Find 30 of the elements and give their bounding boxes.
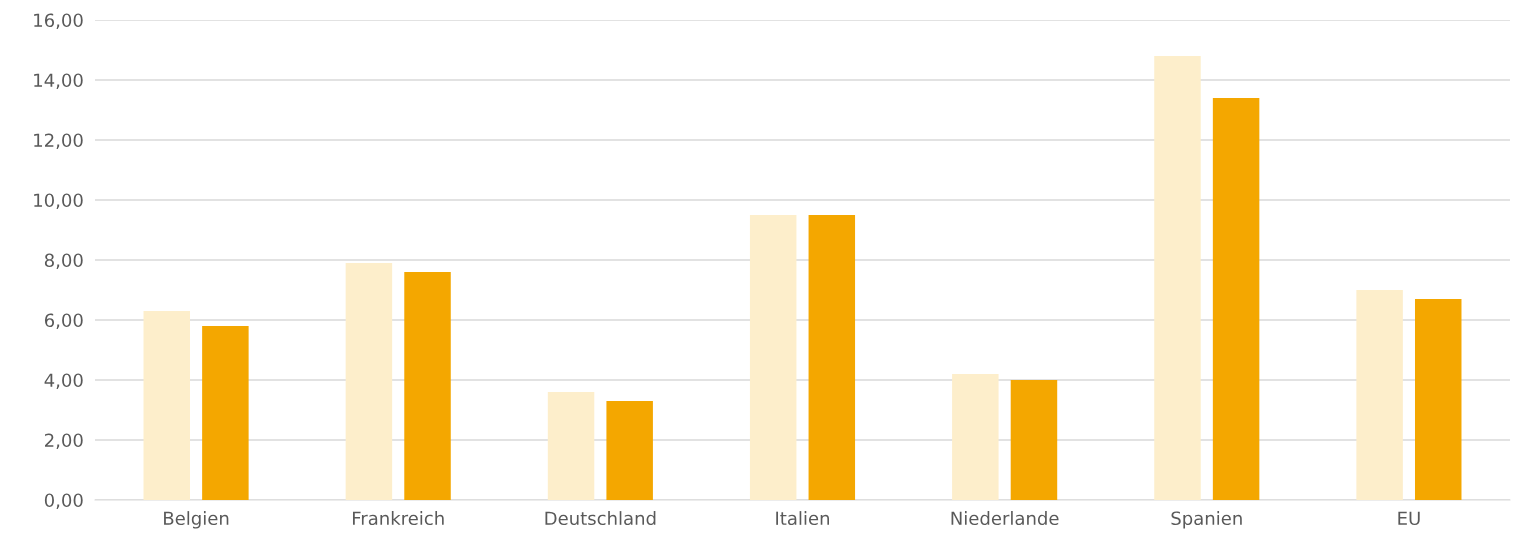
bar [1356,290,1403,500]
y-tick-label: 4,00 [44,373,83,389]
bar [808,215,856,500]
x-tick-label: Spanien [1171,511,1242,529]
bar [606,401,653,500]
x-tick-label: EU [1398,511,1420,526]
bar [749,215,797,500]
x-tick-label: Niederlande [951,511,1059,526]
x-tick-label: Italien [776,511,829,526]
bar [1414,299,1462,500]
y-tick-label: 16,00 [34,13,83,29]
bar [547,392,595,500]
bar [1212,98,1260,500]
y-tick-label: 8,00 [44,253,83,269]
bar [345,263,393,500]
bar [1010,380,1058,500]
bar [143,311,191,500]
x-tick-label: Belgien [164,511,229,529]
bar [952,374,999,500]
bar [404,272,451,500]
y-tick-label: 0,00 [44,493,83,509]
bar [202,326,249,500]
y-tick-label: 2,00 [45,433,83,449]
y-tick-label: 6,00 [44,313,83,329]
y-tick-label: 10,00 [34,193,83,209]
x-tick-label: Deutschland [545,511,656,526]
bar [1154,56,1201,500]
y-tick-label: 12,00 [34,133,83,149]
x-tick-label: Frankreich [353,511,444,526]
y-tick-label: 14,00 [34,73,83,89]
